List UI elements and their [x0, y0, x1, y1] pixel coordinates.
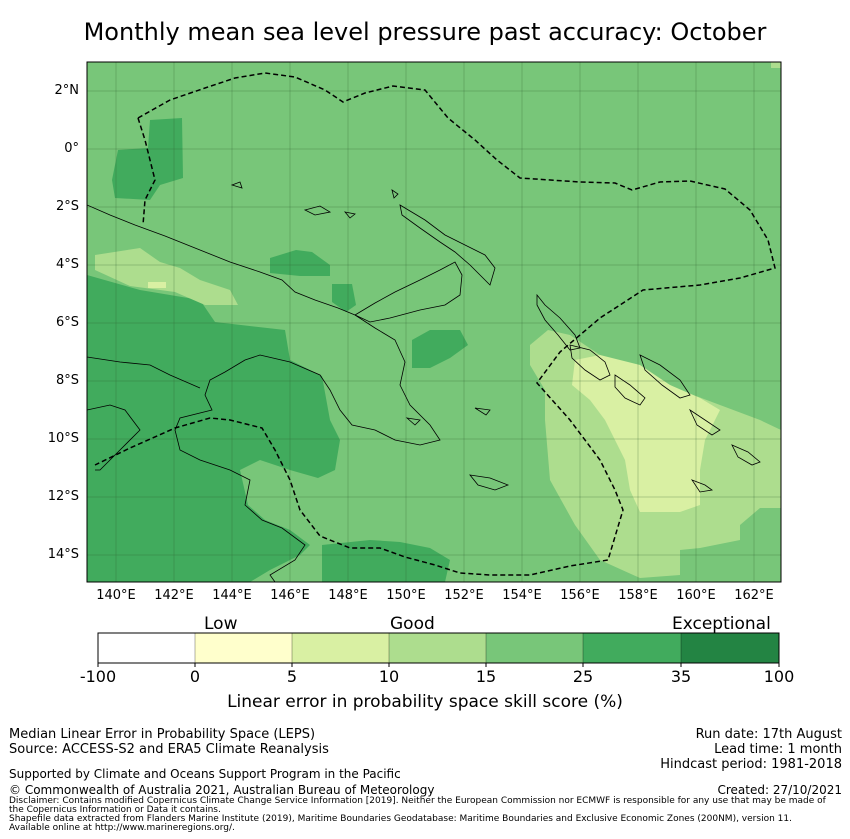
- colorbar-tick-label: 100: [763, 667, 795, 686]
- lat-tick-label: 0°: [64, 141, 79, 156]
- lon-tick-label: 154°E: [502, 588, 542, 603]
- lat-tick-label: 4°S: [55, 257, 79, 272]
- page-title: Monthly mean sea level pressure past acc…: [83, 18, 767, 46]
- lat-tick-label: 12°S: [47, 489, 79, 504]
- run-date: Run date: 17th August: [695, 727, 842, 742]
- lon-tick-label: 146°E: [270, 588, 310, 603]
- lon-tick-label: 158°E: [618, 588, 658, 603]
- info-source: Source: ACCESS-S2 and ERA5 Climate Reana…: [9, 742, 329, 757]
- lat-tick-label: 14°S: [47, 547, 79, 562]
- colorbar-bin-4: [389, 633, 486, 663]
- lon-tick-label: 162°E: [734, 588, 774, 603]
- colorbar-category-good: Good: [390, 614, 435, 634]
- colorbar-category-low: Low: [204, 614, 238, 634]
- lat-tick-label: 6°S: [55, 315, 79, 330]
- created-date: Created: 27/10/2021: [717, 783, 842, 797]
- lat-tick-label: 10°S: [47, 431, 79, 446]
- lead-time: Lead time: 1 month: [714, 742, 842, 757]
- disclaimer-line: Shapefile data extracted from Flanders M…: [9, 814, 792, 824]
- colorbar-tick-label: 10: [378, 667, 400, 686]
- lon-tick-label: 160°E: [676, 588, 716, 603]
- colorbar: [97, 632, 780, 667]
- lat-tick-label: 8°S: [55, 373, 79, 388]
- disclaimer-line: the Copernicus Information or Data it co…: [9, 805, 221, 815]
- disclaimer-line: Available online at http://www.marinereg…: [9, 823, 235, 833]
- colorbar-tick-label: 15: [475, 667, 497, 686]
- colorbar-bin-5: [486, 633, 583, 663]
- lon-tick-label: 148°E: [328, 588, 368, 603]
- info-copyright: © Commonwealth of Australia 2021, Austra…: [9, 783, 435, 797]
- eez-boundary: [94, 72, 776, 576]
- info-support: Supported by Climate and Oceans Support …: [9, 767, 401, 781]
- colorbar-bin-1: [98, 633, 195, 663]
- lat-tick-label: 2°N: [54, 83, 80, 98]
- graticule: [87, 62, 781, 582]
- lon-tick-label: 152°E: [444, 588, 484, 603]
- lon-tick-label: 150°E: [386, 588, 426, 603]
- colorbar-category-exceptional: Exceptional: [672, 614, 771, 634]
- skill-field-patches: [87, 62, 781, 582]
- colorbar-label: Linear error in probability space skill …: [227, 692, 623, 712]
- colorbar-bin-3: [292, 633, 389, 663]
- lon-tick-label: 142°E: [154, 588, 194, 603]
- colorbar-tick-label: 0: [189, 667, 201, 686]
- colorbar-tick-label: 35: [670, 667, 692, 686]
- lon-tick-label: 156°E: [560, 588, 600, 603]
- colorbar-bin-6: [583, 633, 681, 663]
- lat-tick-label: 2°S: [55, 199, 79, 214]
- hindcast-period: Hindcast period: 1981-2018: [660, 757, 842, 772]
- lon-tick-label: 144°E: [212, 588, 252, 603]
- colorbar-bin-2: [195, 633, 292, 663]
- colorbar-bin-7: [681, 633, 779, 663]
- info-method: Median Linear Error in Probability Space…: [9, 727, 316, 742]
- coastlines: [87, 181, 761, 582]
- disclaimer-line: Disclaimer: Contains modified Copernicus…: [9, 796, 826, 806]
- colorbar-tick-label: 25: [572, 667, 594, 686]
- colorbar-frame: [97, 632, 780, 664]
- lon-tick-label: 140°E: [96, 588, 136, 603]
- colorbar-tick-label: -100: [79, 667, 117, 686]
- map-frame: [86, 61, 782, 583]
- colorbar-tick-label: 5: [286, 667, 298, 686]
